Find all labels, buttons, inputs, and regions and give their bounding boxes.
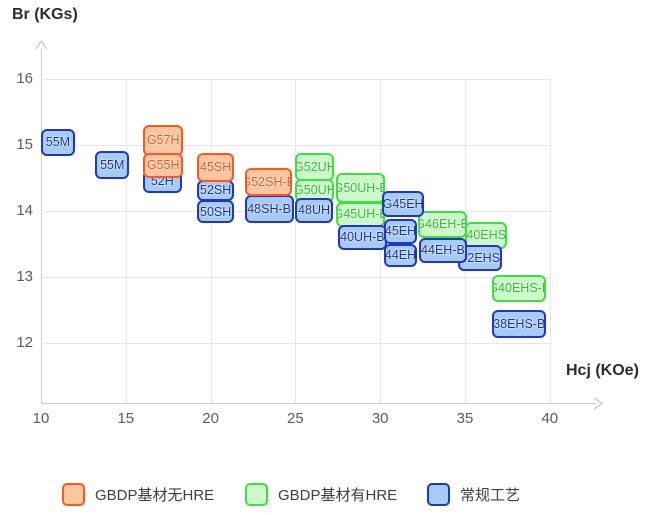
x-tick-35: 35: [456, 410, 474, 427]
grade-g45uh-b[interactable]: G45UH-B: [336, 201, 386, 227]
grade-45eh[interactable]: 45EH: [383, 218, 418, 244]
gridline-x-40: [549, 79, 551, 403]
x-tick-25: 25: [287, 410, 304, 427]
x-tick-40: 40: [541, 410, 559, 427]
grade-g52sh-b[interactable]: G52SH-B: [244, 168, 292, 196]
grade-g45eh[interactable]: G45EH: [381, 191, 425, 217]
grade-50sh[interactable]: 50SH: [197, 200, 235, 224]
grade-g52uh[interactable]: G52UH: [295, 152, 335, 182]
x-tick-10: 10: [32, 410, 50, 427]
x-tick-15: 15: [117, 410, 135, 427]
grade-44eh[interactable]: 44EH: [383, 244, 418, 268]
y-tick-14: 14: [16, 202, 33, 219]
legend-item-conventional[interactable]: 常规工艺: [427, 481, 520, 507]
legend-label-gbdp-hre: GBDP基材有HRE: [278, 486, 398, 504]
grade-48uh[interactable]: 48UH: [295, 197, 333, 223]
x-axis-line: [41, 403, 597, 404]
grade-55m[interactable]: 55M: [95, 150, 130, 180]
y-axis-arrow-icon: [35, 39, 48, 50]
legend-item-gbdp-hre[interactable]: GBDP基材有HRE: [245, 481, 397, 507]
grade-52sh[interactable]: 52SH: [197, 180, 235, 201]
y-tick-15: 15: [16, 136, 33, 153]
grade-55m[interactable]: 55M: [41, 129, 75, 157]
y-axis-line: [41, 48, 42, 403]
legend-label-gbdp-no-hre: GBDP基材无HRE: [95, 486, 215, 504]
legend-label-conventional: 常规工艺: [460, 486, 521, 504]
x-tick-20: 20: [202, 410, 219, 427]
grade-48sh-b[interactable]: 48SH-B: [244, 195, 294, 223]
y-tick-12: 12: [16, 334, 33, 351]
grade-g55h[interactable]: G55H: [142, 152, 184, 178]
x-axis-arrow-icon: [593, 397, 604, 410]
y-axis-title: Br (KGs): [12, 6, 78, 23]
y-tick-13: 13: [16, 268, 33, 285]
x-axis-title: Hcj (KOe): [566, 362, 639, 379]
grade-g50uh[interactable]: G50UH: [295, 179, 335, 202]
legend-swatch-blue-icon: [427, 482, 450, 506]
gridline-x-25: [295, 79, 297, 403]
legend-swatch-green-icon: [245, 482, 268, 506]
grade-40uh-b[interactable]: 40UH-B: [337, 224, 387, 250]
grade-g46eh-b[interactable]: G46EH-B: [417, 211, 467, 239]
grade-44eh-b[interactable]: 44EH-B: [419, 238, 467, 264]
x-tick-30: 30: [371, 410, 389, 427]
legend-swatch-orange-icon: [62, 482, 85, 506]
y-tick-16: 16: [16, 70, 33, 87]
gridline-x-15: [125, 79, 127, 403]
legend-item-gbdp-no-hre[interactable]: GBDP基材无HRE: [62, 481, 214, 507]
grade-g40ehs-b[interactable]: G40EHS-B: [492, 275, 547, 303]
grade-g50uh-b[interactable]: G50UH-B: [336, 172, 386, 204]
grade-38ehs-b[interactable]: 38EHS-B: [492, 310, 547, 338]
grade-45sh[interactable]: 45SH: [197, 152, 235, 182]
gridline-x-20: [210, 79, 212, 403]
legend: GBDP基材无HRE GBDP基材有HRE 常规工艺: [0, 481, 645, 507]
grade-g57h[interactable]: G57H: [142, 125, 184, 157]
